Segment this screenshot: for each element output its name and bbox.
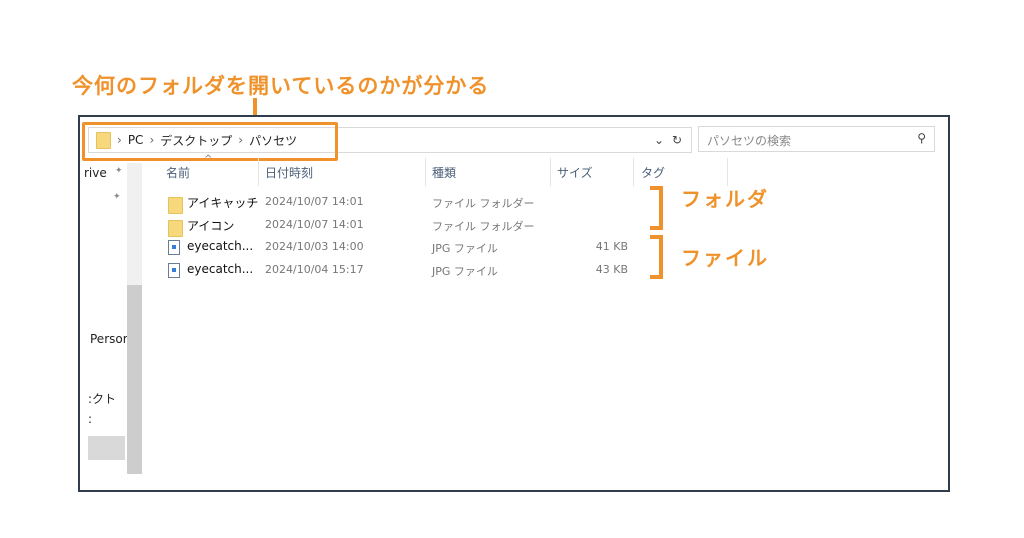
folder-icon (168, 195, 183, 214)
address-highlight (82, 122, 338, 161)
folder-icon (96, 131, 111, 149)
file-date: 2024/10/07 14:01 (265, 195, 364, 208)
file-name[interactable]: eyecatch... (187, 239, 254, 253)
column-header-size[interactable]: サイズ (557, 166, 593, 180)
scrollbar-thumb[interactable] (127, 285, 142, 474)
sort-ascending-icon: ^ (204, 154, 213, 165)
column-header-date[interactable]: 日付時刻 (265, 166, 314, 180)
address-bar[interactable]: › PC › デスクトップ › パソセツ ⌄ ↻ (88, 127, 692, 153)
file-name[interactable]: アイキャッチ (187, 196, 259, 210)
column-divider[interactable] (425, 158, 426, 186)
nav-item-onedrive[interactable]: rive (84, 166, 107, 180)
column-divider[interactable] (633, 158, 634, 186)
refresh-icon[interactable]: ↻ (672, 133, 683, 147)
breadcrumb: › PC › デスクトップ › パソセツ (96, 128, 297, 152)
files-bracket (650, 235, 663, 279)
files-label: ファイル (681, 246, 769, 270)
column-header-name[interactable]: 名前 (166, 166, 191, 180)
chevron-right-icon: › (238, 133, 244, 147)
nav-item-desktop[interactable]: :クト (88, 392, 117, 406)
column-header-type[interactable]: 種類 (432, 166, 457, 180)
chevron-right-icon: › (149, 133, 155, 147)
search-input[interactable]: パソセツの検索 ⚲ (698, 126, 935, 152)
dropdown-chevron-icon[interactable]: ⌄ (654, 133, 665, 147)
file-name[interactable]: eyecatch... (187, 261, 254, 276)
folders-bracket (650, 186, 663, 230)
search-icon: ⚲ (917, 131, 926, 145)
nav-item[interactable]: : (88, 412, 93, 426)
image-file-icon (168, 262, 180, 282)
file-date: 2024/10/03 14:00 (265, 240, 364, 253)
breadcrumb-current[interactable]: パソセツ (249, 133, 298, 148)
nav-item-selected[interactable] (88, 436, 125, 460)
breadcrumb-pc[interactable]: PC (127, 133, 144, 147)
file-date: 2024/10/04 15:17 (265, 262, 364, 276)
file-type: JPG ファイル (432, 242, 498, 255)
column-divider[interactable] (258, 158, 259, 186)
column-divider[interactable] (550, 158, 551, 186)
explorer-window (78, 115, 950, 492)
file-type: JPG ファイル (432, 264, 498, 278)
pin-icon[interactable]: ✦ (115, 166, 123, 176)
file-size: 41 KB (595, 240, 628, 253)
annotation-title: 今何のフォルダを開いているのかが分かる (72, 74, 490, 98)
folders-label: フォルダ (681, 187, 769, 211)
file-type: ファイル フォルダー (432, 219, 535, 233)
annotation-connector (253, 98, 257, 124)
search-placeholder: パソセツの検索 (707, 134, 792, 148)
pin-icon[interactable]: ✦ (113, 192, 121, 202)
folder-icon (168, 218, 183, 237)
file-name[interactable]: アイコン (187, 218, 235, 233)
file-date: 2024/10/07 14:01 (265, 217, 364, 231)
breadcrumb-desktop[interactable]: デスクトップ (160, 133, 233, 148)
column-header-tags[interactable]: タグ (641, 166, 666, 180)
column-divider[interactable] (727, 158, 728, 186)
file-size: 43 KB (595, 262, 628, 276)
image-file-icon (168, 240, 180, 259)
file-type: ファイル フォルダー (432, 197, 535, 210)
nav-item-personal[interactable]: Persor (90, 332, 128, 346)
chevron-right-icon: › (117, 133, 122, 147)
